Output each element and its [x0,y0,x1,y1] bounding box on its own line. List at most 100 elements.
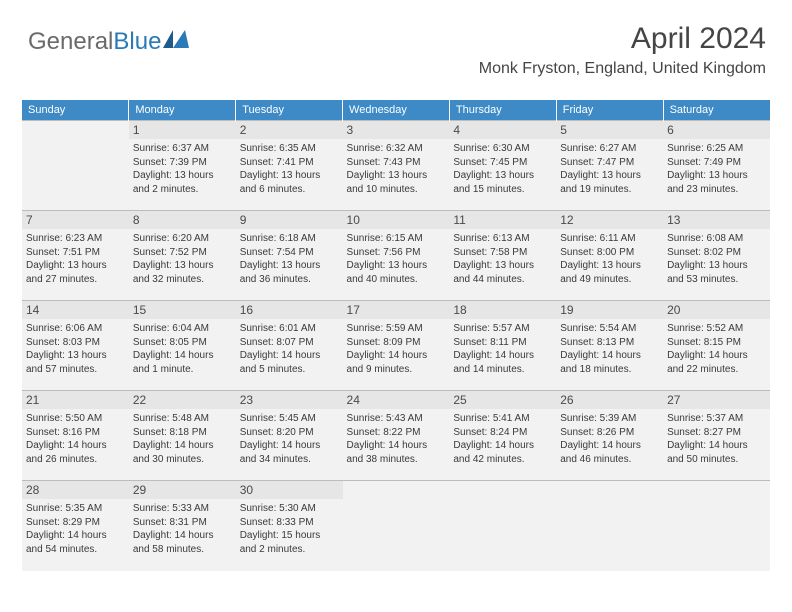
calendar-table: Sunday Monday Tuesday Wednesday Thursday… [22,100,770,571]
day-ss: Sunset: 8:31 PM [133,516,232,530]
day-number: 6 [663,121,770,139]
calendar-cell: 9Sunrise: 6:18 AMSunset: 7:54 PMDaylight… [236,211,343,301]
day-d1: Daylight: 13 hours [133,169,232,183]
day-ss: Sunset: 8:27 PM [667,426,766,440]
calendar-cell [22,121,129,211]
calendar-cell: 26 Sunrise: 5:39 AMSunset: 8:26 PMDayligh… [556,391,663,481]
day-d1: Daylight: 14 hours [453,349,552,363]
day-ss: Sunset: 8:00 PM [560,246,659,260]
day-number: 5 [556,121,663,139]
day-sr: Sunrise: 5:33 AM [133,502,232,516]
day-number: 13 [663,211,770,229]
day-d2: and 15 minutes. [453,183,552,197]
day-number: 23 [236,391,343,409]
day-number: 11 [449,211,556,229]
day-d1: Daylight: 13 hours [453,259,552,273]
day-number: 19 [556,301,663,319]
calendar-cell: 28Sunrise: 5:35 AMSunset: 8:29 PMDayligh… [22,481,129,571]
day-d2: and 53 minutes. [667,273,766,287]
day-ss: Sunset: 8:13 PM [560,336,659,350]
day-d1: Daylight: 14 hours [133,439,232,453]
day-d1: Daylight: 14 hours [26,439,125,453]
calendar-cell: 17Sunrise: 5:59 AMSunset: 8:09 PMDayligh… [343,301,450,391]
day-number: 7 [22,211,129,229]
day-number: 1 [129,121,236,139]
day-details: Sunrise: 5:39 AMSunset: 8:26 PMDaylight:… [560,412,659,466]
calendar-cell: 25Sunrise: 5:41 AMSunset: 8:24 PMDayligh… [449,391,556,481]
calendar-cell [556,481,663,571]
day-number: 8 [129,211,236,229]
day-sr: Sunrise: 5:45 AM [240,412,339,426]
calendar-cell: 11 Sunrise: 6:13 AMSunset: 7:58 PMDayligh… [449,211,556,301]
day-d2: and 27 minutes. [26,273,125,287]
day-number: 18 [449,301,556,319]
logo-text-1: General [28,28,113,56]
day-ss: Sunset: 8:22 PM [347,426,446,440]
calendar-cell: 14Sunrise: 6:06 AMSunset: 8:03 PMDayligh… [22,301,129,391]
day-sr: Sunrise: 6:13 AM [453,232,552,246]
day-d1: Daylight: 15 hours [240,529,339,543]
col-friday: Friday [556,100,663,121]
day-d2: and 2 minutes. [133,183,232,197]
day-ss: Sunset: 7:54 PM [240,246,339,260]
day-ss: Sunset: 7:49 PM [667,156,766,170]
day-details: Sunrise: 5:45 AMSunset: 8:20 PMDaylight:… [240,412,339,466]
day-details: Sunrise: 6:30 AMSunset: 7:45 PMDaylight:… [453,142,552,196]
day-sr: Sunrise: 5:59 AM [347,322,446,336]
day-sr: Sunrise: 5:54 AM [560,322,659,336]
day-d2: and 30 minutes. [133,453,232,467]
day-ss: Sunset: 8:20 PM [240,426,339,440]
day-details: Sunrise: 6:25 AMSunset: 7:49 PMDaylight:… [667,142,766,196]
day-d2: and 1 minute. [133,363,232,377]
day-sr: Sunrise: 6:20 AM [133,232,232,246]
day-d2: and 2 minutes. [240,543,339,557]
day-number: 3 [343,121,450,139]
page-title: April 2024 [479,22,766,56]
day-details: Sunrise: 5:35 AMSunset: 8:29 PMDaylight:… [26,502,125,556]
day-d2: and 40 minutes. [347,273,446,287]
day-details: Sunrise: 6:18 AMSunset: 7:54 PMDaylight:… [240,232,339,286]
day-d1: Daylight: 13 hours [133,259,232,273]
day-details: Sunrise: 5:50 AMSunset: 8:16 PMDaylight:… [26,412,125,466]
day-ss: Sunset: 8:26 PM [560,426,659,440]
day-details: Sunrise: 6:08 AMSunset: 8:02 PMDaylight:… [667,232,766,286]
day-ss: Sunset: 8:24 PM [453,426,552,440]
day-sr: Sunrise: 5:35 AM [26,502,125,516]
day-details: Sunrise: 6:04 AMSunset: 8:05 PMDaylight:… [133,322,232,376]
day-number: 29 [129,481,236,499]
col-monday: Monday [129,100,236,121]
day-number: 20 [663,301,770,319]
day-ss: Sunset: 7:47 PM [560,156,659,170]
day-sr: Sunrise: 6:23 AM [26,232,125,246]
day-sr: Sunrise: 6:06 AM [26,322,125,336]
day-details: Sunrise: 5:37 AMSunset: 8:27 PMDaylight:… [667,412,766,466]
day-ss: Sunset: 8:18 PM [133,426,232,440]
calendar-week-row: 1Sunrise: 6:37 AMSunset: 7:39 PMDaylight… [22,121,770,211]
day-sr: Sunrise: 6:01 AM [240,322,339,336]
day-details: Sunrise: 6:13 AMSunset: 7:58 PMDaylight:… [453,232,552,286]
day-d1: Daylight: 13 hours [26,349,125,363]
logo: GeneralBlue [28,28,189,56]
day-d1: Daylight: 13 hours [453,169,552,183]
day-sr: Sunrise: 5:43 AM [347,412,446,426]
day-number: 26 [556,391,663,409]
day-details: Sunrise: 6:06 AMSunset: 8:03 PMDaylight:… [26,322,125,376]
calendar-cell: 6 Sunrise: 6:25 AMSunset: 7:49 PMDaylight… [663,121,770,211]
logo-text-2: Blue [113,28,161,56]
day-sr: Sunrise: 6:15 AM [347,232,446,246]
day-d2: and 22 minutes. [667,363,766,377]
day-d1: Daylight: 14 hours [347,439,446,453]
day-d1: Daylight: 14 hours [240,439,339,453]
day-sr: Sunrise: 5:48 AM [133,412,232,426]
day-d1: Daylight: 14 hours [133,529,232,543]
day-number: 10 [343,211,450,229]
day-d2: and 32 minutes. [133,273,232,287]
calendar-cell [343,481,450,571]
day-d2: and 19 minutes. [560,183,659,197]
day-d1: Daylight: 14 hours [26,529,125,543]
calendar-cell [449,481,556,571]
day-number: 27 [663,391,770,409]
day-d1: Daylight: 14 hours [667,439,766,453]
day-number: 15 [129,301,236,319]
day-sr: Sunrise: 6:08 AM [667,232,766,246]
